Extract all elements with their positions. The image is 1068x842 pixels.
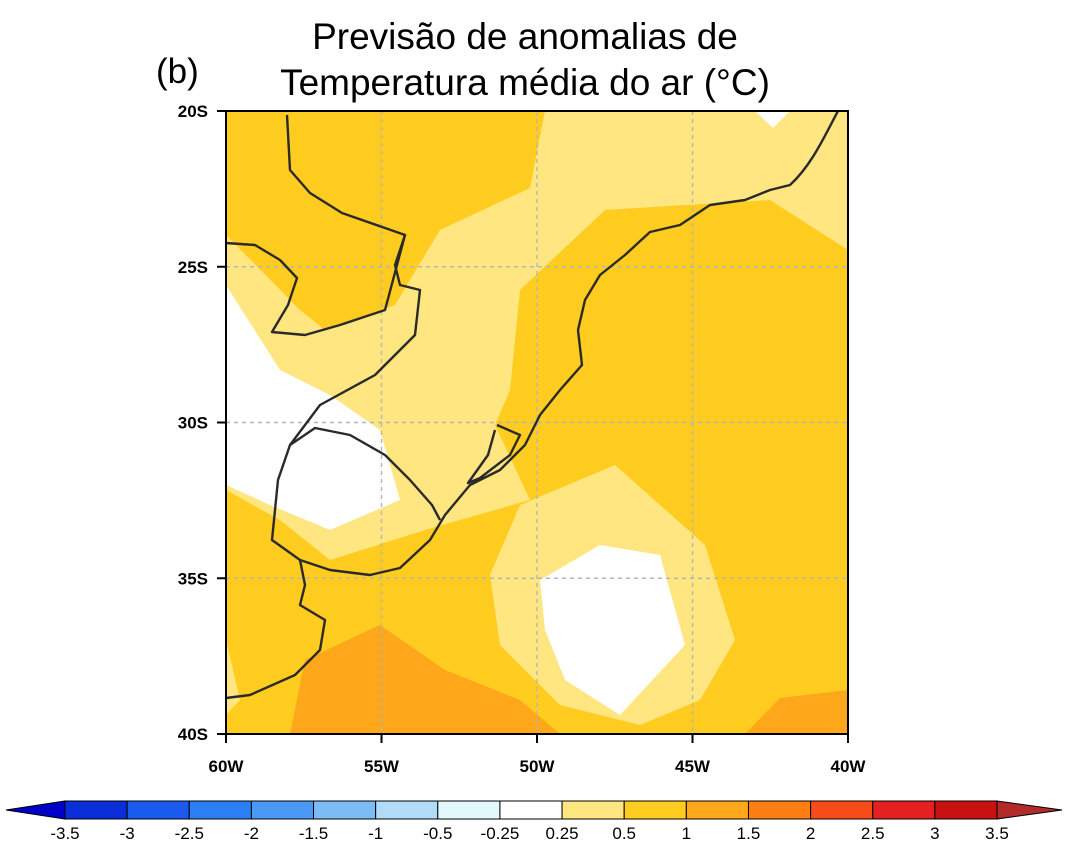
coastlines-borders — [226, 111, 840, 700]
colorbar-min-arrow — [5, 800, 66, 820]
panel-label: (b) — [156, 52, 199, 91]
colorbar-label: 1 — [682, 824, 691, 842]
field-below-0-25-northeast — [755, 111, 790, 128]
colorbar-label: -2.5 — [175, 824, 204, 842]
colorbar-box — [499, 800, 563, 820]
colorbar-box — [872, 800, 936, 820]
brazil-argentina-border — [285, 114, 422, 446]
field-below-0-25-ocean — [540, 545, 685, 715]
colorbar-box — [64, 800, 128, 820]
colorbar-box — [623, 800, 687, 820]
colorbar-box — [437, 800, 501, 820]
colorbar-label: -0.5 — [423, 824, 452, 842]
colorbar-label: -1.5 — [299, 824, 328, 842]
colorbar-label: -1 — [368, 824, 383, 842]
colorbar-label: -2 — [244, 824, 259, 842]
colorbar-box — [126, 800, 190, 820]
lat-tick-label: 40S — [178, 725, 208, 744]
colorbar-box — [934, 800, 998, 820]
paraguay-border — [226, 234, 407, 337]
colorbar-box — [188, 800, 252, 820]
lat-tick-label: 25S — [178, 258, 208, 277]
lon-tick-label: 60W — [209, 757, 245, 776]
field-below-0-25-west — [226, 285, 400, 530]
longitude-axis: 60W 55W 50W 45W 40W — [209, 734, 867, 776]
title-line-1: Previsão de anomalias de — [312, 16, 738, 57]
colorbar-max-arrow — [996, 800, 1063, 820]
brazil-coastline — [299, 111, 840, 577]
lon-tick-label: 45W — [675, 757, 711, 776]
patos-lagoon — [466, 423, 522, 485]
colorbar-box — [561, 800, 625, 820]
colorbar-label: -3.5 — [50, 824, 79, 842]
lat-tick-label: 20S — [178, 102, 208, 121]
colorbar-box — [250, 800, 315, 820]
colorbar-box — [375, 800, 439, 820]
colorbar-label: 0.25 — [546, 824, 579, 842]
chart-title: Previsão de anomalias de Temperatura méd… — [230, 14, 820, 106]
colorbar-box — [313, 800, 377, 820]
field-1-to-1-5-south — [290, 625, 560, 734]
colorbar-label: 2 — [806, 824, 815, 842]
lat-tick-label: 30S — [178, 414, 208, 433]
lat-tick-label: 35S — [178, 569, 208, 588]
argentina-coast — [226, 559, 327, 700]
colorbar-label: -0.25 — [481, 824, 520, 842]
colorbar-label: -3 — [120, 824, 135, 842]
colorbar-box — [810, 800, 874, 820]
colorbar-label: 3 — [930, 824, 939, 842]
colorbar-box — [685, 800, 749, 820]
colorbar-label: 2.5 — [861, 824, 885, 842]
colorbar-label: 0.5 — [612, 824, 636, 842]
latitude-axis: 20S 25S 30S 35S 40S — [178, 102, 226, 744]
uruguay-border — [270, 426, 442, 561]
lon-tick-label: 55W — [364, 757, 400, 776]
colorbar-box — [747, 800, 812, 820]
lon-tick-label: 50W — [520, 757, 556, 776]
colorbar-label: 1.5 — [737, 824, 761, 842]
lon-tick-label: 40W — [831, 757, 867, 776]
colorbar: -3.5 -3 -2.5 -2 -1.5 -1 -0.5 -0.25 0.25 0.5 1 1.5 2 2… — [5, 800, 1063, 842]
colorbar-label: 3.5 — [985, 824, 1009, 842]
field-1-to-1-5-southeast — [745, 690, 848, 734]
title-line-2: Temperatura média do ar (°C) — [280, 62, 770, 103]
